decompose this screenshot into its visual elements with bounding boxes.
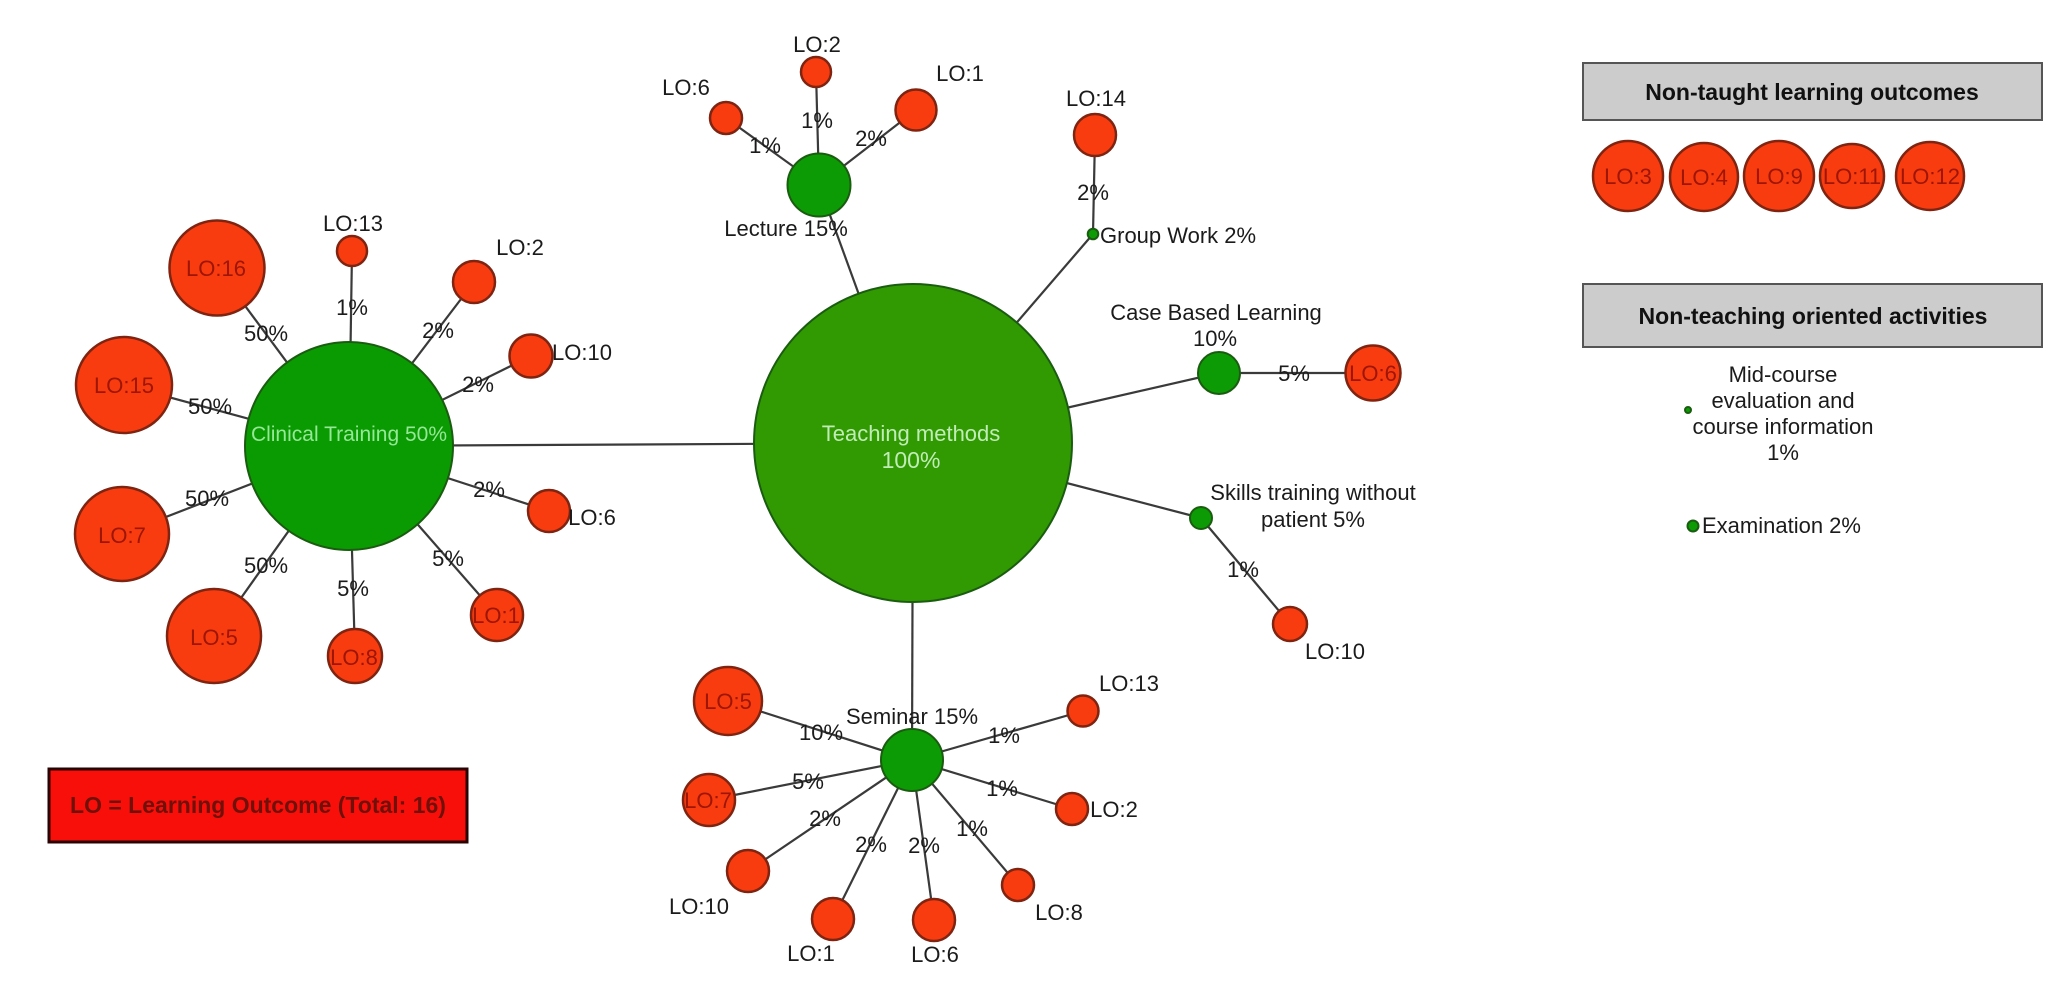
svg-text:5%: 5% [432, 546, 464, 571]
svg-text:1%: 1% [801, 108, 833, 133]
svg-text:1%: 1% [956, 816, 988, 841]
svg-text:LO:5: LO:5 [190, 625, 238, 650]
svg-text:LO:5: LO:5 [704, 689, 752, 714]
svg-text:LO:6: LO:6 [662, 75, 710, 100]
svg-text:LO:13: LO:13 [1099, 671, 1159, 696]
svg-text:1%: 1% [986, 776, 1018, 801]
svg-text:LO:3: LO:3 [1604, 164, 1652, 189]
svg-text:1%: 1% [988, 723, 1020, 748]
svg-text:LO:6: LO:6 [911, 942, 959, 967]
svg-text:Lecture 15%: Lecture 15% [724, 216, 848, 241]
svg-text:LO:2: LO:2 [1090, 797, 1138, 822]
svg-text:Mid-course: Mid-course [1729, 362, 1838, 387]
svg-text:Examination 2%: Examination 2% [1702, 513, 1861, 538]
svg-text:LO:1: LO:1 [936, 61, 984, 86]
svg-text:LO:6: LO:6 [568, 505, 616, 530]
svg-text:Non-teaching oriented activiti: Non-teaching oriented activities [1639, 303, 1988, 329]
svg-text:LO:8: LO:8 [1035, 900, 1083, 925]
svg-text:2%: 2% [855, 832, 887, 857]
svg-text:LO = Learning Outcome (Total:: LO = Learning Outcome (Total: 16) [70, 792, 446, 818]
svg-text:Non-taught learning outcomes: Non-taught learning outcomes [1645, 79, 1979, 105]
svg-text:10%: 10% [799, 720, 843, 745]
svg-text:1%: 1% [1767, 440, 1799, 465]
svg-text:course information: course information [1693, 414, 1874, 439]
svg-text:50%: 50% [188, 394, 232, 419]
svg-text:LO:6: LO:6 [1349, 361, 1397, 386]
svg-text:Teaching methods: Teaching methods [822, 421, 1001, 446]
svg-text:LO:16: LO:16 [186, 256, 246, 281]
svg-text:LO:2: LO:2 [793, 32, 841, 57]
svg-text:1%: 1% [336, 295, 368, 320]
svg-text:LO:11: LO:11 [1823, 164, 1881, 189]
svg-text:5%: 5% [1278, 361, 1310, 386]
svg-text:50%: 50% [244, 553, 288, 578]
svg-text:Skills training without: Skills training without [1210, 480, 1415, 505]
svg-text:5%: 5% [337, 576, 369, 601]
svg-text:LO:1: LO:1 [472, 603, 520, 628]
svg-text:1%: 1% [1227, 557, 1259, 582]
svg-text:LO:1: LO:1 [787, 941, 835, 966]
svg-text:LO:13: LO:13 [323, 211, 383, 236]
svg-text:LO:4: LO:4 [1680, 165, 1728, 190]
svg-text:2%: 2% [908, 833, 940, 858]
svg-text:evaluation and: evaluation and [1711, 388, 1854, 413]
svg-text:Case Based Learning: Case Based Learning [1110, 300, 1322, 325]
svg-text:LO:14: LO:14 [1066, 86, 1126, 111]
svg-text:2%: 2% [473, 477, 505, 502]
svg-text:LO:7: LO:7 [98, 523, 146, 548]
svg-text:100%: 100% [882, 447, 941, 473]
svg-text:LO:2: LO:2 [496, 235, 544, 260]
svg-text:Seminar 15%: Seminar 15% [846, 704, 978, 729]
svg-text:10%: 10% [1193, 326, 1237, 351]
svg-text:LO:12: LO:12 [1900, 164, 1960, 189]
svg-text:LO:10: LO:10 [669, 894, 729, 919]
svg-text:2%: 2% [1077, 180, 1109, 205]
svg-text:LO:7: LO:7 [684, 788, 732, 813]
svg-text:2%: 2% [809, 806, 841, 831]
svg-text:Clinical Training 50%: Clinical Training 50% [251, 423, 447, 446]
svg-text:2%: 2% [462, 372, 494, 397]
svg-text:50%: 50% [244, 321, 288, 346]
svg-text:patient 5%: patient 5% [1261, 507, 1365, 532]
svg-text:LO:10: LO:10 [552, 340, 612, 365]
svg-text:Group Work 2%: Group Work 2% [1100, 223, 1256, 248]
svg-text:LO:8: LO:8 [330, 645, 378, 670]
svg-text:2%: 2% [422, 318, 454, 343]
svg-text:1%: 1% [749, 133, 781, 158]
svg-text:LO:10: LO:10 [1305, 639, 1365, 664]
svg-text:50%: 50% [185, 486, 229, 511]
svg-text:LO:15: LO:15 [94, 373, 154, 398]
svg-text:LO:9: LO:9 [1755, 164, 1803, 189]
svg-text:5%: 5% [792, 769, 824, 794]
svg-text:2%: 2% [855, 126, 887, 151]
